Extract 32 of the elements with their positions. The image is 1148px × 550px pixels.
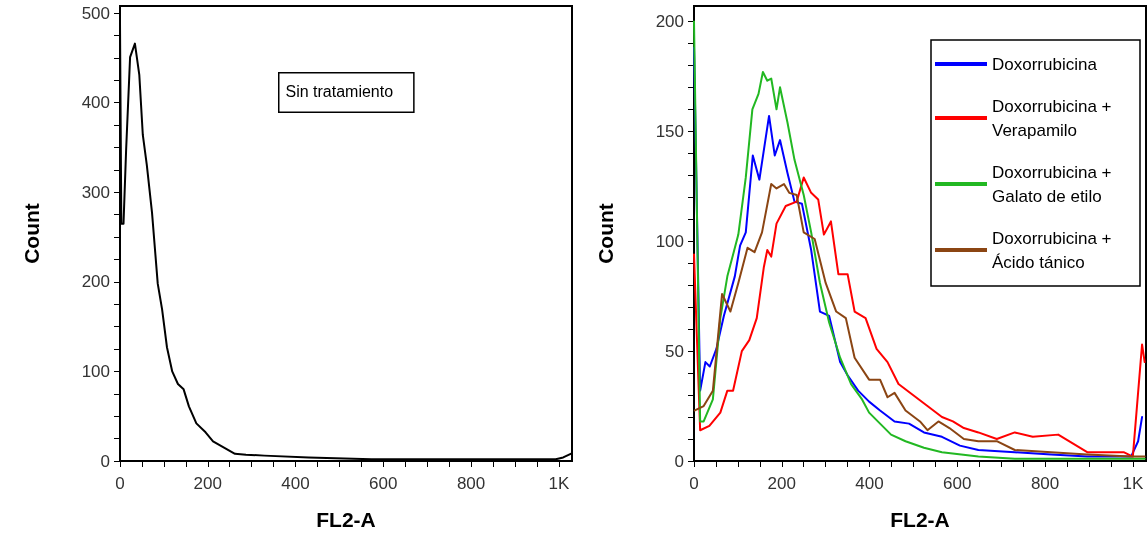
- x-axis-title: FL2-A: [316, 508, 376, 531]
- legend-label: Doxorrubicina: [992, 54, 1098, 74]
- x-tick-label: 800: [456, 474, 486, 493]
- y-tick-label: 100: [655, 231, 684, 251]
- x-tick-label: 200: [193, 474, 222, 493]
- y-tick-label: 0: [100, 451, 110, 471]
- x-tick-label: 200: [767, 474, 796, 493]
- y-tick-label: 100: [81, 361, 110, 381]
- x-tick-label: 400: [281, 474, 310, 493]
- y-tick-label: 400: [81, 93, 110, 113]
- legend-label: Doxorrubicina + Ácido tánico: [992, 228, 1117, 272]
- x-tick-label: 1K: [1122, 474, 1144, 493]
- x-tick-label: 0: [689, 474, 699, 493]
- y-tick-label: 50: [665, 341, 684, 361]
- y-tick-label: 200: [655, 11, 684, 31]
- legend-label: Doxorrubicina + Verapamilo: [992, 96, 1117, 140]
- x-tick-label: 800: [1030, 474, 1060, 493]
- y-tick-label: 200: [81, 272, 110, 292]
- y-tick-label: 300: [81, 182, 110, 202]
- y-axis-title: Count: [20, 203, 43, 264]
- x-tick-label: 600: [369, 474, 398, 493]
- legend-label: Doxorrubicina + Galato de etilo: [992, 162, 1117, 206]
- x-axis-title: FL2-A: [890, 508, 950, 531]
- x-tick-label: 400: [855, 474, 884, 493]
- y-tick-label: 0: [674, 451, 684, 471]
- x-tick-label: 0: [115, 474, 125, 493]
- y-tick-label: 500: [81, 3, 110, 23]
- y-tick-label: 150: [655, 121, 684, 141]
- y-axis-title: Count: [594, 203, 617, 264]
- x-tick-label: 600: [943, 474, 972, 493]
- x-tick-label: 1K: [548, 474, 570, 493]
- annotation: Sin tratamiento: [285, 83, 394, 100]
